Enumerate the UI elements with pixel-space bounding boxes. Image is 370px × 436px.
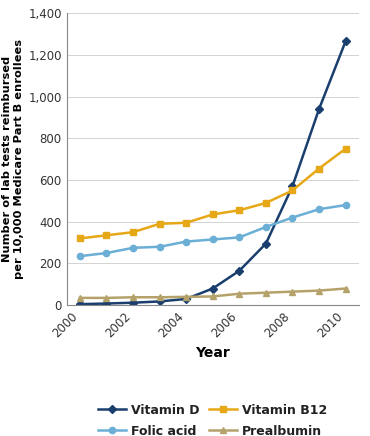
Folic acid bbox=[264, 225, 268, 230]
Vitamin D bbox=[264, 241, 268, 246]
Vitamin B12 bbox=[184, 220, 188, 225]
Folic acid bbox=[211, 237, 215, 242]
Folic acid bbox=[131, 245, 135, 250]
Prealbumin bbox=[237, 291, 242, 296]
Prealbumin bbox=[317, 288, 321, 293]
Line: Folic acid: Folic acid bbox=[77, 202, 349, 259]
Vitamin D bbox=[78, 302, 82, 307]
Line: Vitamin B12: Vitamin B12 bbox=[77, 146, 349, 242]
Folic acid bbox=[237, 235, 242, 240]
Folic acid bbox=[184, 239, 188, 244]
Prealbumin bbox=[131, 295, 135, 300]
Folic acid bbox=[157, 244, 162, 249]
Legend: Vitamin D, Folic acid, Vitamin B12, Prealbumin: Vitamin D, Folic acid, Vitamin B12, Prea… bbox=[93, 399, 332, 436]
Line: Prealbumin: Prealbumin bbox=[77, 286, 349, 301]
Vitamin D bbox=[237, 268, 242, 273]
Vitamin D bbox=[104, 301, 109, 306]
Vitamin D bbox=[290, 184, 295, 189]
Prealbumin bbox=[211, 294, 215, 299]
Vitamin B12 bbox=[78, 236, 82, 241]
Vitamin B12 bbox=[104, 233, 109, 238]
Line: Vitamin D: Vitamin D bbox=[77, 38, 349, 307]
Vitamin B12 bbox=[264, 201, 268, 206]
Prealbumin bbox=[290, 289, 295, 294]
Vitamin B12 bbox=[317, 166, 321, 171]
Vitamin B12 bbox=[157, 221, 162, 226]
Folic acid bbox=[104, 250, 109, 255]
Prealbumin bbox=[184, 294, 188, 300]
Prealbumin bbox=[157, 295, 162, 300]
X-axis label: Year: Year bbox=[195, 346, 230, 360]
Vitamin D bbox=[157, 299, 162, 304]
Prealbumin bbox=[104, 295, 109, 300]
Vitamin B12 bbox=[211, 212, 215, 217]
Vitamin B12 bbox=[290, 188, 295, 193]
Vitamin D bbox=[343, 39, 348, 44]
Y-axis label: Number of lab tests reimbursed
per 10,000 Medicare Part B enrollees: Number of lab tests reimbursed per 10,00… bbox=[3, 39, 24, 279]
Vitamin B12 bbox=[343, 146, 348, 151]
Vitamin B12 bbox=[237, 208, 242, 213]
Prealbumin bbox=[78, 295, 82, 300]
Folic acid bbox=[317, 207, 321, 212]
Vitamin D bbox=[211, 286, 215, 291]
Vitamin D bbox=[131, 300, 135, 305]
Folic acid bbox=[78, 254, 82, 259]
Folic acid bbox=[290, 215, 295, 220]
Prealbumin bbox=[343, 286, 348, 291]
Folic acid bbox=[343, 202, 348, 208]
Vitamin D bbox=[317, 106, 321, 112]
Vitamin B12 bbox=[131, 229, 135, 235]
Vitamin D bbox=[184, 296, 188, 302]
Prealbumin bbox=[264, 290, 268, 295]
